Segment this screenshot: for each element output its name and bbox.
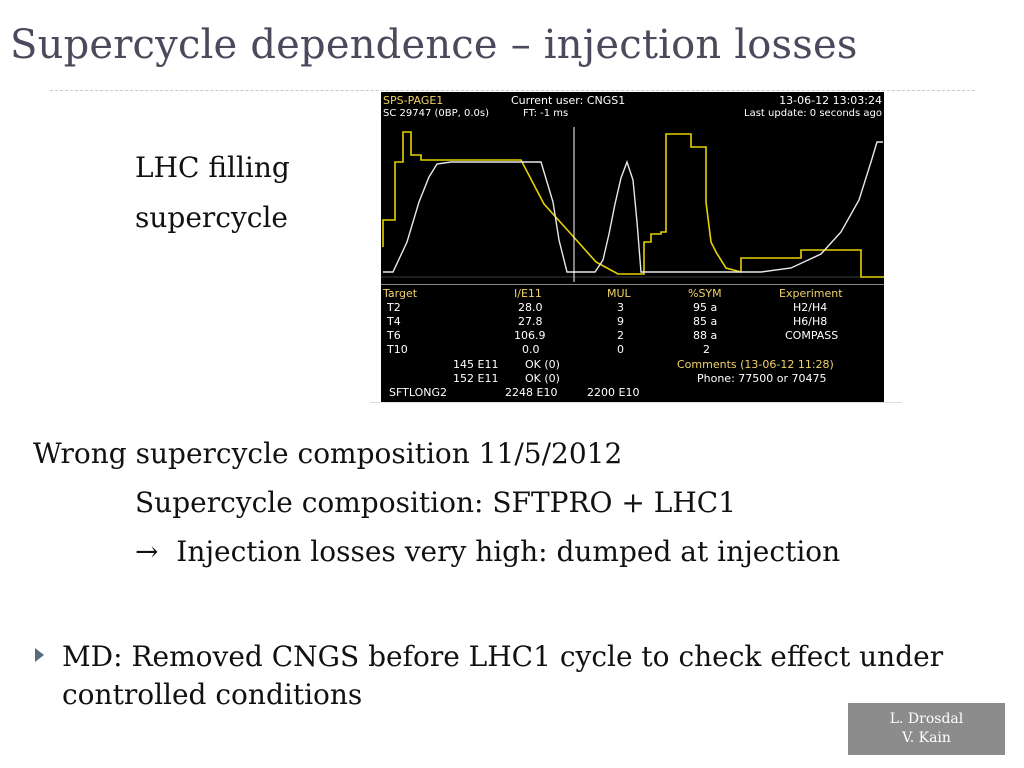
- cycle-plot: [381, 127, 884, 282]
- screen-sc: SC 29747 (0BP, 0.0s): [383, 108, 490, 119]
- footer-status: OK (0): [525, 358, 560, 371]
- cell-mul: 9: [617, 315, 624, 328]
- author-2: V. Kain: [902, 730, 951, 746]
- footer-value: 145 E11: [453, 358, 499, 371]
- target-table: Target I/E11 MUL %SYM Experiment T2 28.0…: [381, 287, 884, 357]
- cell-mul: 2: [617, 329, 624, 342]
- author-1: L. Drosdal: [889, 711, 964, 727]
- cell-mul: 3: [617, 301, 624, 314]
- footer-value: 2248 E10: [505, 386, 558, 399]
- footer-value: 152 E11: [453, 372, 499, 385]
- screen-datetime: 13-06-12 13:03:24: [779, 94, 882, 107]
- triangle-right-icon: [35, 648, 44, 662]
- cell-intensity: 106.9: [514, 329, 546, 342]
- authors-box: L. Drosdal V. Kain: [848, 703, 1005, 755]
- cell-intensity: 0.0: [522, 343, 540, 356]
- screen-header-row1: SPS-PAGE1 Current user: CNGS1 13-06-12 1…: [383, 94, 882, 108]
- screen-header-row2: SC 29747 (0BP, 0.0s) FT: -1 ms Last upda…: [383, 108, 882, 122]
- footer-status: OK (0): [525, 372, 560, 385]
- cell-sym: 95 a: [693, 301, 718, 314]
- cell-target: T4: [387, 315, 401, 328]
- screen-footer: 145 E11 OK (0) Comments (13-06-12 11:28)…: [381, 358, 884, 400]
- md-bullet-text: MD: Removed CNGS before LHC1 cycle to ch…: [62, 640, 944, 711]
- cell-intensity: 28.0: [518, 301, 543, 314]
- col-mul: MUL: [607, 287, 631, 300]
- injection-losses-text: Injection losses very high: dumped at in…: [176, 535, 841, 568]
- table-row: T4 27.8 9 85 a H6/H8: [381, 315, 884, 329]
- table-row: T6 106.9 2 88 a COMPASS: [381, 329, 884, 343]
- col-target: Target: [383, 287, 418, 300]
- screen-last-update: Last update: 0 seconds ago: [744, 108, 882, 119]
- footer-label: SFTLONG2: [389, 386, 447, 399]
- screen-current-user: Current user: CNGS1: [511, 94, 626, 107]
- wrong-supercycle-line: Wrong supercycle composition 11/5/2012: [33, 437, 623, 470]
- footer-row-1: 145 E11 OK (0) Comments (13-06-12 11:28): [381, 358, 884, 372]
- cell-sym: 85 a: [693, 315, 718, 328]
- col-experiment: Experiment: [779, 287, 843, 300]
- intensity-trace-yellow: [382, 131, 884, 278]
- footer-row-3: SFTLONG2 2248 E10 2200 E10: [381, 386, 884, 400]
- sps-page1-screenshot: SPS-PAGE1 Current user: CNGS1 13-06-12 1…: [381, 92, 884, 402]
- injection-losses-line: → Injection losses very high: dumped at …: [135, 535, 840, 568]
- table-row: T10 0.0 0 2: [381, 343, 884, 357]
- cell-target: T6: [387, 329, 401, 342]
- col-sym: %SYM: [688, 287, 722, 300]
- screen-page-name: SPS-PAGE1: [383, 94, 444, 107]
- lhc-label-line2: supercycle: [135, 201, 288, 234]
- cell-experiment: H6/H8: [793, 315, 828, 328]
- cell-experiment: H2/H4: [793, 301, 828, 314]
- cell-mul: 0: [617, 343, 624, 356]
- lhc-filling-label: LHC filling supercycle: [135, 143, 290, 243]
- energy-trace-white: [383, 141, 883, 273]
- cell-intensity: 27.8: [518, 315, 543, 328]
- table-row: T2 28.0 3 95 a H2/H4: [381, 301, 884, 315]
- screen-separator: [381, 284, 884, 285]
- cell-target: T10: [387, 343, 408, 356]
- slide-title: Supercycle dependence – injection losses: [10, 22, 858, 68]
- cell-sym: 88 a: [693, 329, 718, 342]
- phone-label: Phone: 77500 or 70475: [697, 372, 827, 385]
- title-divider: [50, 90, 975, 91]
- footer-value: 2200 E10: [587, 386, 640, 399]
- lhc-label-line1: LHC filling: [135, 151, 290, 184]
- footer-row-2: 152 E11 OK (0) Phone: 77500 or 70475: [381, 372, 884, 386]
- comments-label: Comments (13-06-12 11:28): [677, 358, 834, 371]
- screenshot-underline: [370, 402, 902, 403]
- cell-experiment: COMPASS: [785, 329, 839, 342]
- cell-sym: 2: [703, 343, 710, 356]
- col-intensity: I/E11: [514, 287, 542, 300]
- target-table-header: Target I/E11 MUL %SYM Experiment: [381, 287, 884, 301]
- cell-target: T2: [387, 301, 401, 314]
- arrow-right-icon: →: [135, 535, 159, 568]
- supercycle-composition-line: Supercycle composition: SFTPRO + LHC1: [135, 486, 737, 519]
- screen-ft: FT: -1 ms: [523, 108, 569, 119]
